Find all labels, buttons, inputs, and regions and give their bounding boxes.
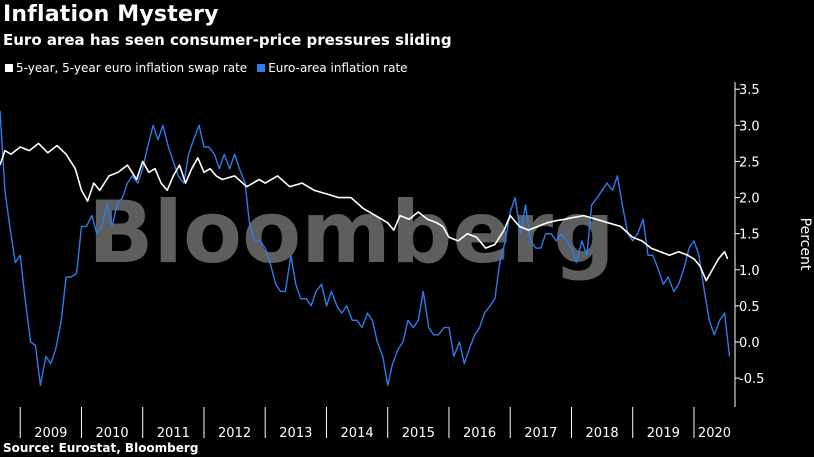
x-tick-label: 2016: [463, 426, 496, 441]
x-tick-label: 2012: [218, 426, 251, 441]
legend-swatch-white: [5, 64, 13, 72]
y-tick-label: 3.5: [739, 83, 760, 98]
legend-label-swap-rate: 5-year, 5-year euro inflation swap rate: [16, 61, 248, 75]
chart-subtitle: Euro area has seen consumer-price pressu…: [3, 31, 452, 49]
y-tick-label: 0.0: [739, 336, 760, 351]
legend-label-inflation-rate: Euro-area inflation rate: [268, 61, 408, 75]
chart-title: Inflation Mystery: [3, 2, 219, 27]
y-tick-label: 2.5: [739, 155, 760, 170]
legend-swatch-blue: [257, 64, 266, 72]
x-tick-label: 2019: [647, 426, 680, 441]
y-tick-label: 1.5: [739, 228, 760, 243]
legend: 5-year, 5-year euro inflation swap rate …: [5, 61, 418, 75]
axes: -0.5 0.0 0.5 1.0 1.5 2.0 2.5 3.0 3.5 Percent 2009 2…: [19, 82, 813, 441]
y-tick-label: -0.5: [739, 372, 764, 387]
watermark-layer: Bloomberg: [88, 183, 615, 283]
watermark-text: Bloomberg: [88, 183, 615, 283]
x-tick-label: 2014: [341, 426, 374, 441]
x-tick-label: 2011: [157, 426, 190, 441]
y-tick-label: 3.0: [739, 119, 760, 134]
y-axis-label: Percent: [797, 218, 813, 271]
x-tick-label: 2015: [402, 426, 435, 441]
x-tick-label: 2010: [96, 426, 129, 441]
series-line-inflation-rate: [0, 110, 731, 386]
legend-item-swap-rate: 5-year, 5-year euro inflation swap rate: [5, 61, 247, 75]
series-layer: [0, 110, 731, 386]
x-tick-label: 2020: [698, 426, 731, 441]
y-tick-label: 2.0: [739, 192, 760, 207]
x-tick-label: 2013: [279, 426, 312, 441]
legend-item-inflation-rate: Euro-area inflation rate: [257, 61, 408, 75]
series-line-swap-rate: [0, 142, 729, 282]
x-tick-label: 2018: [586, 426, 619, 441]
y-tick-label: 1.0: [739, 264, 760, 279]
x-tick-label: 2017: [524, 426, 557, 441]
y-tick-label: 0.5: [739, 300, 760, 315]
source-note: Source: Eurostat, Bloomberg: [3, 441, 199, 455]
x-tick-label: 2009: [34, 426, 67, 441]
